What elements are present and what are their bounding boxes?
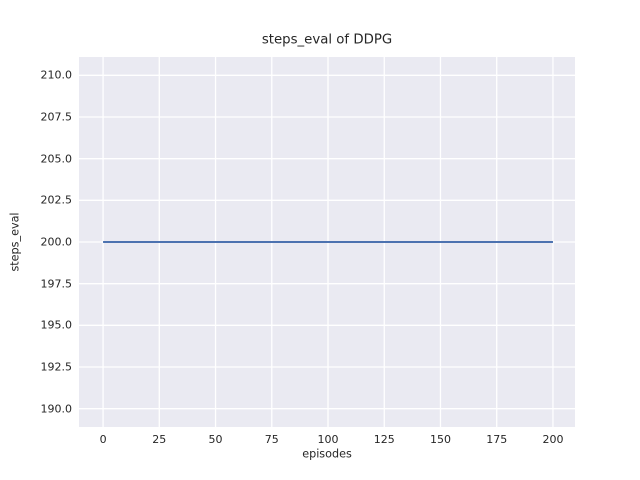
x-tick-label: 25 (152, 433, 167, 446)
x-tick-label: 50 (208, 433, 223, 446)
y-tick-label: 190.0 (40, 402, 73, 416)
x-tick-label: 125 (373, 433, 395, 446)
y-tick-label: 202.5 (40, 193, 73, 207)
x-axis-label: episodes (302, 447, 352, 461)
y-tick-label: 205.0 (40, 152, 73, 166)
y-tick-label: 197.5 (40, 277, 73, 291)
y-tick-label: 210.0 (40, 68, 73, 82)
x-tick-label: 75 (264, 433, 279, 446)
y-tick-label: 195.0 (40, 318, 73, 332)
y-tick-label: 192.5 (40, 360, 73, 374)
y-tick-label: 200.0 (40, 235, 73, 249)
chart-title: steps_eval of DDPG (261, 32, 393, 48)
x-tick-label: 150 (429, 433, 451, 446)
y-tick-label: 207.5 (40, 110, 73, 124)
x-tick-label: 175 (486, 433, 508, 446)
x-tick-label: 0 (99, 433, 107, 446)
y-axis-label: steps_eval (8, 212, 22, 272)
x-tick-label: 100 (317, 433, 339, 446)
x-tick-label: 200 (542, 433, 564, 446)
